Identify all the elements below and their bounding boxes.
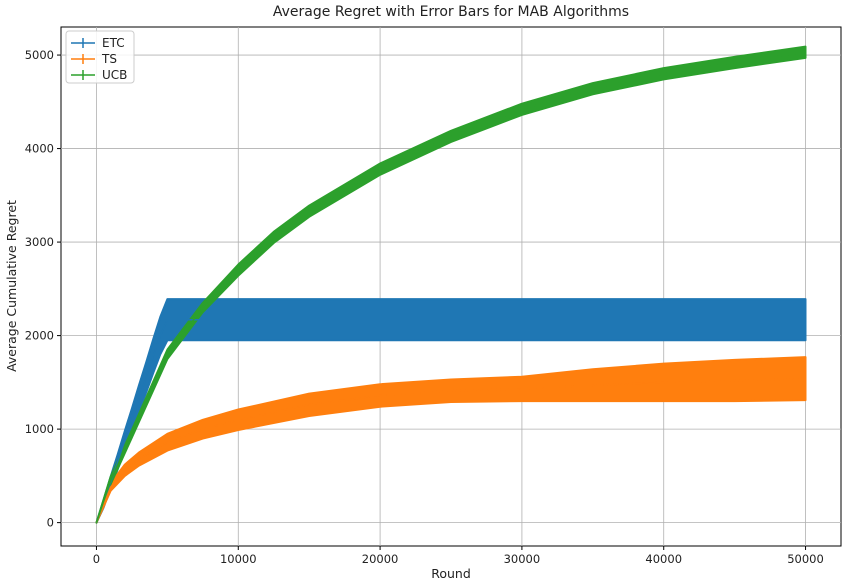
etc-error-band — [95, 298, 807, 524]
y-tick-label: 4000 — [25, 142, 54, 156]
y-axis-ticks: 0 1000 2000 3000 4000 5000 — [25, 48, 61, 530]
x-axis-ticks: 0 10000 20000 30000 40000 50000 — [93, 546, 824, 566]
y-tick-label: 5000 — [25, 48, 54, 62]
x-tick-label: 10000 — [220, 552, 257, 566]
x-axis-label: Round — [431, 566, 471, 581]
chart-title: Average Regret with Error Bars for MAB A… — [273, 4, 629, 20]
mean-lines — [95, 51, 806, 523]
x-tick-label: 50000 — [787, 552, 824, 566]
ts-mean-line — [95, 377, 806, 523]
grid-lines — [61, 27, 841, 546]
legend-label-ucb: UCB — [102, 68, 127, 82]
ucb-mean-line — [95, 51, 806, 523]
plot-area-frame — [60, 26, 842, 547]
y-tick-label: 2000 — [25, 329, 54, 343]
y-tick-label: 1000 — [25, 422, 54, 436]
legend: ETC TS UCB — [65, 30, 135, 84]
legend-label-ts: TS — [101, 52, 117, 66]
x-tick-label: 40000 — [645, 552, 682, 566]
ucb-error-band — [95, 45, 807, 524]
error-bands — [95, 45, 807, 524]
legend-items: ETC TS UCB — [71, 36, 127, 82]
y-tick-label: 3000 — [25, 235, 54, 249]
legend-label-etc: ETC — [102, 36, 125, 50]
x-tick-label: 30000 — [504, 552, 541, 566]
y-axis-label: Average Cumulative Regret — [4, 200, 19, 372]
x-tick-label: 0 — [93, 552, 100, 566]
y-tick-label: 0 — [47, 516, 54, 530]
x-tick-label: 20000 — [362, 552, 399, 566]
